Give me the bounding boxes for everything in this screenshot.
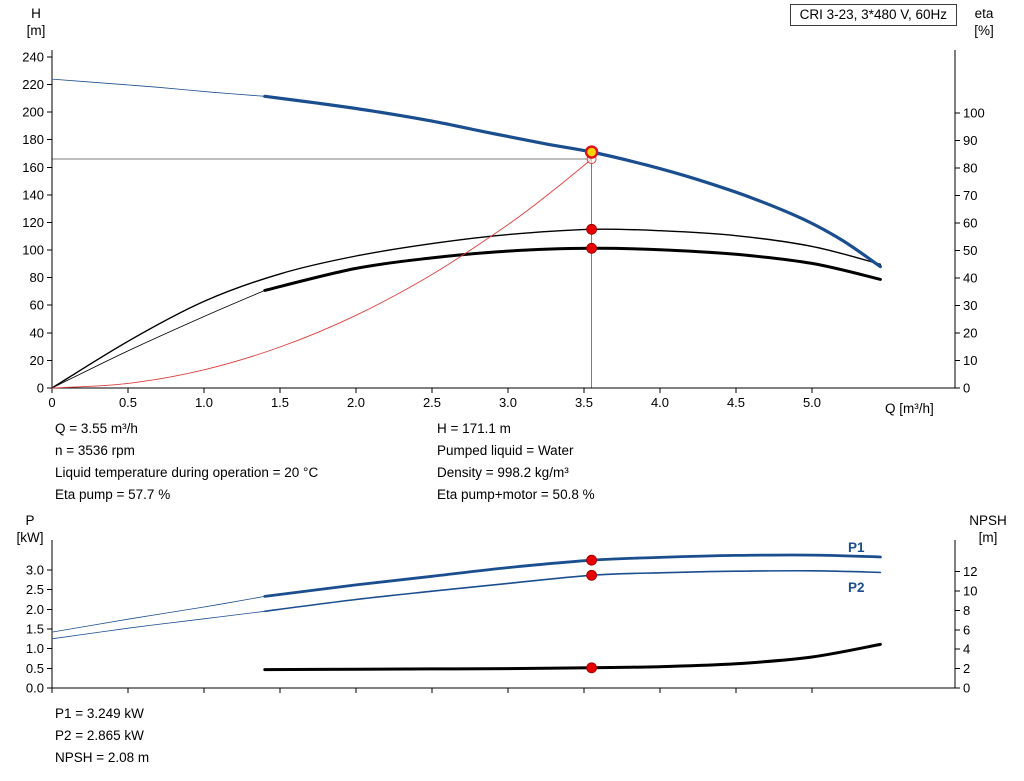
left-axis-tick-label: 0.5 — [26, 661, 44, 676]
npsh-axis-label-symbol: NPSH — [969, 513, 1007, 528]
left-axis-tick-label: 40 — [30, 325, 44, 340]
eta-axis-label-unit: [%] — [974, 23, 994, 38]
left-axis-tick-label: 20 — [30, 353, 44, 368]
left-axis-tick-label: 160 — [22, 160, 44, 175]
liquid-temperature-text: Liquid temperature during operation = 20… — [55, 465, 319, 480]
right-axis-tick-label: 2 — [963, 661, 970, 676]
p2-curve-label: P2 — [848, 580, 865, 595]
right-axis-tick-label: 0 — [963, 381, 970, 396]
density-text: Density = 998.2 kg/m³ — [437, 465, 569, 480]
x-axis-tick-label: 2.0 — [347, 395, 365, 410]
x-axis-tick-label: 4.0 — [651, 395, 669, 410]
left-axis-tick-label: 140 — [22, 187, 44, 202]
x-axis-tick-label: 5.0 — [803, 395, 821, 410]
right-axis-tick-label: 10 — [963, 353, 977, 368]
right-axis-tick-label: 12 — [963, 564, 977, 579]
right-axis-tick-label: 70 — [963, 188, 977, 203]
left-axis-tick-label: 1.0 — [26, 641, 44, 656]
right-axis-tick-label: 100 — [963, 106, 985, 121]
duty-speed-text: n = 3536 rpm — [55, 443, 135, 458]
npsh-axis-label: NPSH [m] — [956, 512, 1020, 546]
p1-value-text: P1 = 3.249 kW — [55, 706, 144, 721]
p1-curve — [263, 553, 882, 598]
left-axis-tick-label: 60 — [30, 298, 44, 313]
p2-curve-extension — [51, 610, 266, 640]
right-axis-tick-label: 40 — [963, 271, 977, 286]
duty-point-marker — [584, 145, 599, 159]
left-axis-tick-label: 2.0 — [26, 602, 44, 617]
p2-value-text: P2 = 2.865 kW — [55, 728, 144, 743]
right-axis-tick-label: 10 — [963, 584, 977, 599]
left-axis-tick-label: 2.5 — [26, 582, 44, 597]
duty-info-left-column: Q = 3.55 m³/h n = 3536 rpm Liquid temper… — [55, 418, 318, 506]
hq-curve-extension — [51, 78, 266, 97]
eta-axis-label-symbol: eta — [974, 6, 994, 21]
left-axis-tick-label: 220 — [22, 77, 44, 92]
h-axis-label-unit: [m] — [26, 23, 46, 38]
left-axis-tick-label: 100 — [22, 243, 44, 258]
x-axis-tick-label: 2.5 — [423, 395, 441, 410]
duty-flow-text: Q = 3.55 m³/h — [55, 421, 138, 436]
right-axis-tick-label: 30 — [963, 298, 977, 313]
right-axis-tick-label: 4 — [963, 642, 970, 657]
p1-curve-extension — [51, 596, 266, 633]
left-axis-tick-label: 240 — [22, 49, 44, 64]
p-axis-label-unit: [kW] — [16, 530, 44, 545]
eta-pump-motor-curve — [263, 246, 882, 292]
x-axis-tick-label: 3.0 — [499, 395, 517, 410]
eta-axis-label: eta [%] — [956, 5, 1012, 39]
p2-curve — [264, 569, 882, 613]
left-axis-tick-label: 180 — [22, 132, 44, 147]
h-axis-label: H [m] — [10, 5, 62, 39]
system-resistance-curve — [51, 158, 593, 389]
eta-pump-curve — [51, 228, 882, 389]
right-axis-tick-label: 6 — [963, 622, 970, 637]
p-axis-label-symbol: P — [25, 513, 35, 528]
left-axis-tick-label: 0 — [37, 381, 44, 396]
x-axis-tick-label: 3.5 — [575, 395, 593, 410]
p1-curve-label: P1 — [848, 540, 865, 555]
left-axis-tick-label: 120 — [22, 215, 44, 230]
left-axis-tick-label: 80 — [30, 270, 44, 285]
p-axis-label: P [kW] — [2, 512, 58, 546]
right-axis-tick-label: 80 — [963, 161, 977, 176]
power-npsh-info-column: P1 = 3.249 kW P2 = 2.865 kW NPSH = 2.08 … — [55, 703, 149, 769]
eta-pump-motor-extension — [51, 290, 266, 389]
duty-head-text: H = 171.1 m — [437, 421, 511, 436]
operating-point-dot — [586, 242, 597, 254]
right-axis-tick-label: 60 — [963, 216, 977, 231]
npsh-curve — [263, 642, 882, 672]
x-axis-tick-label: 0.5 — [119, 395, 137, 410]
left-axis-tick-label: 1.5 — [26, 622, 44, 637]
operating-point-dot — [586, 554, 597, 566]
npsh-value-text: NPSH = 2.08 m — [55, 750, 150, 765]
right-axis-tick-label: 90 — [963, 133, 977, 148]
right-axis-tick-label: 8 — [963, 603, 970, 618]
x-axis-tick-label: 1.5 — [271, 395, 289, 410]
x-axis-tick-label: 0 — [48, 395, 55, 410]
operating-point-dot — [586, 569, 597, 581]
q-axis-label: Q [m³/h] — [885, 401, 934, 416]
eta-pump-motor-text: Eta pump+motor = 50.8 % — [437, 487, 595, 502]
right-axis-tick-label: 20 — [963, 326, 977, 341]
eta-pump-text: Eta pump = 57.7 % — [55, 487, 171, 502]
left-axis-tick-label: 3.0 — [26, 563, 44, 578]
h-axis-label-symbol: H — [31, 6, 41, 21]
operating-point-dot — [586, 223, 597, 235]
x-axis-tick-label: 1.0 — [195, 395, 213, 410]
pumped-liquid-text: Pumped liquid = Water — [437, 443, 574, 458]
operating-point-dot — [586, 662, 597, 674]
hq-curve — [263, 94, 882, 269]
left-axis-tick-label: 200 — [22, 105, 44, 120]
right-axis-tick-label: 50 — [963, 243, 977, 258]
right-axis-tick-label: 0 — [963, 681, 970, 696]
duty-info-right-column: H = 171.1 m Pumped liquid = Water Densit… — [437, 418, 595, 506]
x-axis-tick-label: 4.5 — [727, 395, 745, 410]
npsh-axis-label-unit: [m] — [978, 530, 998, 545]
left-axis-tick-label: 0.0 — [26, 681, 44, 696]
pump-model-title: CRI 3-23, 3*480 V, 60Hz — [789, 4, 957, 26]
